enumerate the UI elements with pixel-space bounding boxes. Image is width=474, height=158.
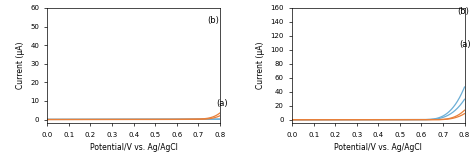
X-axis label: Potential/V vs. Ag/AgCl: Potential/V vs. Ag/AgCl [334, 143, 422, 152]
Text: (b): (b) [457, 7, 469, 16]
Y-axis label: Current (μA): Current (μA) [16, 42, 25, 89]
Text: (a): (a) [459, 40, 471, 49]
Y-axis label: Current (μA): Current (μA) [256, 42, 265, 89]
X-axis label: Potential/V vs. Ag/AgCl: Potential/V vs. Ag/AgCl [90, 143, 178, 152]
Text: (b): (b) [207, 16, 219, 25]
Text: (a): (a) [217, 99, 228, 108]
